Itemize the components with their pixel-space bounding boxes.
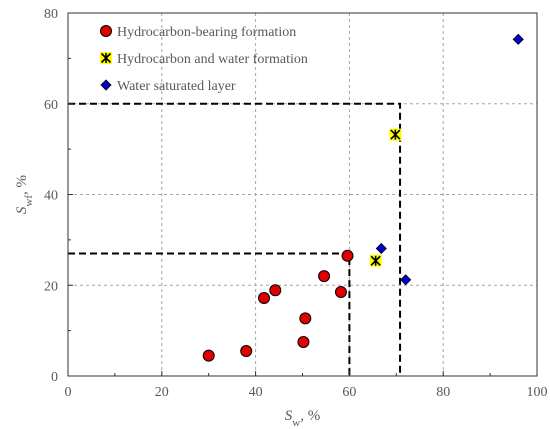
data-point-series-0 [258, 291, 271, 304]
data-point-series-0 [341, 249, 354, 262]
data-point-series-0-shape [318, 270, 331, 283]
x-tick-label: 100 [527, 385, 548, 400]
y-tick-label: 0 [51, 370, 58, 385]
y-tick-label: 60 [44, 98, 58, 113]
data-point-series-0-shape [202, 349, 215, 362]
data-point-series-0 [297, 335, 310, 348]
legend: Hydrocarbon-bearing formation Hydrocarbon… [100, 25, 308, 94]
legend-marker-2 [100, 79, 112, 91]
data-point-series-0 [334, 286, 347, 299]
y-axis-label: Swf, % [14, 175, 35, 214]
y-axis-label-unit: , % [14, 175, 30, 195]
data-point-series-0-shape [334, 286, 347, 299]
data-point-series-0-shape [299, 312, 312, 325]
data-point-series-2 [512, 33, 524, 45]
data-point-series-0-shape [269, 284, 282, 297]
x-axis-label-sub: w [292, 417, 300, 429]
reference-line [68, 102, 402, 376]
x-axis-label-unit: , % [300, 408, 320, 424]
legend-marker-0 [100, 25, 112, 37]
data-points [202, 33, 524, 362]
x-axis-label-main: S [285, 408, 293, 424]
data-point-series-0 [269, 284, 282, 297]
legend-marker-0-shape [100, 25, 112, 37]
legend-item-2: Water saturated layer [100, 79, 236, 94]
y-axis-tick-labels: 0 20 40 60 80 [44, 7, 58, 385]
data-point-series-2 [400, 274, 412, 286]
data-point-series-0 [299, 312, 312, 325]
data-point-series-0 [202, 349, 215, 362]
x-tick-label: 60 [342, 385, 356, 400]
y-tick-label: 40 [44, 189, 58, 204]
x-axis-label: Sw, % [285, 408, 320, 429]
data-point-series-0-shape [258, 291, 271, 304]
x-tick-label: 0 [65, 385, 72, 400]
x-tick-label: 40 [249, 385, 263, 400]
y-axis-label-sub: wf [23, 195, 35, 207]
y-tick-label: 80 [44, 7, 58, 22]
legend-label-0: Hydrocarbon-bearing formation [117, 25, 296, 40]
legend-marker-1 [100, 52, 112, 64]
data-point-series-2 [375, 242, 387, 255]
data-point-series-0 [318, 270, 331, 283]
legend-label-1: Hydrocarbon and water formation [117, 52, 308, 67]
data-point-series-0-shape [297, 335, 310, 348]
data-point-series-0-shape [341, 249, 354, 262]
data-point-series-2-shape [375, 242, 387, 255]
legend-item-1: Hydrocarbon and water formation [100, 52, 308, 67]
data-point-series-0 [240, 345, 253, 358]
y-axis-label-main: S [14, 206, 30, 214]
data-point-series-1 [389, 128, 402, 141]
reference-lines [68, 102, 402, 376]
data-point-series-2-shape [400, 274, 412, 286]
data-point-series-1 [369, 254, 382, 267]
data-point-series-2-shape [512, 33, 524, 45]
legend-marker-2-shape [100, 79, 112, 91]
y-tick-label: 20 [44, 279, 58, 294]
axis-ticks [67, 12, 538, 377]
data-point-series-0-shape [240, 345, 253, 358]
x-axis-tick-labels: 0 20 40 60 80 100 [65, 385, 548, 400]
legend-label-2: Water saturated layer [117, 79, 236, 94]
x-tick-label: 80 [436, 385, 450, 400]
legend-item-0: Hydrocarbon-bearing formation [100, 25, 296, 40]
x-tick-label: 20 [155, 385, 169, 400]
